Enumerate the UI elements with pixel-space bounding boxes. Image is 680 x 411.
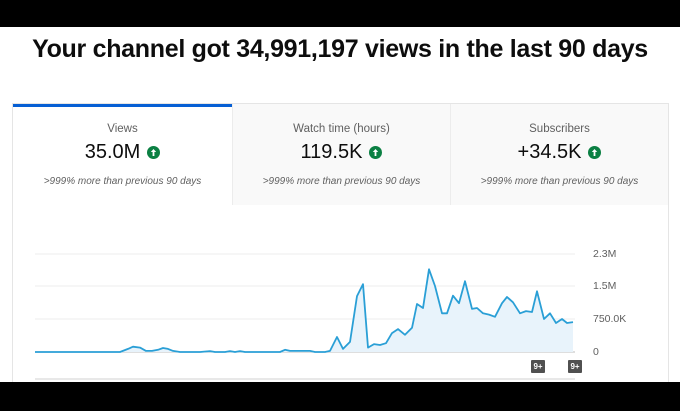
letterbox-bottom (0, 382, 680, 411)
tab-delta: >999% more than previous 90 days (480, 176, 639, 187)
tab-label: Subscribers (529, 123, 590, 135)
tab-value: 119.5K (300, 141, 363, 163)
annotation-badge[interactable]: 9+ (568, 360, 582, 373)
analytics-page: Your channel got 34,991,197 views in the… (0, 27, 680, 382)
metric-tabs: Views 35.0M >999% more than previous 90 … (13, 104, 668, 205)
y-tick-label: 0 (593, 346, 599, 358)
tab-value: 35.0M (84, 141, 141, 163)
tab-label: Watch time (hours) (293, 123, 390, 135)
tab-delta: >999% more than previous 90 days (43, 176, 202, 187)
tab-views[interactable]: Views 35.0M >999% more than previous 90 … (13, 104, 232, 205)
tab-subscribers[interactable]: Subscribers +34.5K >999% more than previ… (450, 104, 668, 205)
arrow-up-circle-icon (147, 146, 161, 159)
tab-value: +34.5K (517, 141, 582, 163)
tab-watch-time[interactable]: Watch time (hours) 119.5K >999% more tha… (232, 104, 450, 205)
y-tick-label: 750.0K (593, 313, 627, 325)
y-tick-label: 2.3M (593, 248, 617, 260)
page-title: Your channel got 34,991,197 views in the… (32, 35, 648, 63)
views-area (35, 269, 573, 352)
arrow-up-circle-icon (369, 146, 383, 159)
annotation-badge[interactable]: 9+ (531, 360, 545, 373)
views-line (35, 268, 574, 353)
arrow-up-circle-icon (588, 146, 602, 159)
views-chart[interactable]: 2.3M 1.5M 750.0K 0 9+ 9+ (0, 0, 680, 384)
y-tick-label: 1.5M (593, 280, 617, 292)
tab-label: Views (107, 123, 138, 135)
tab-delta: >999% more than previous 90 days (262, 176, 421, 187)
